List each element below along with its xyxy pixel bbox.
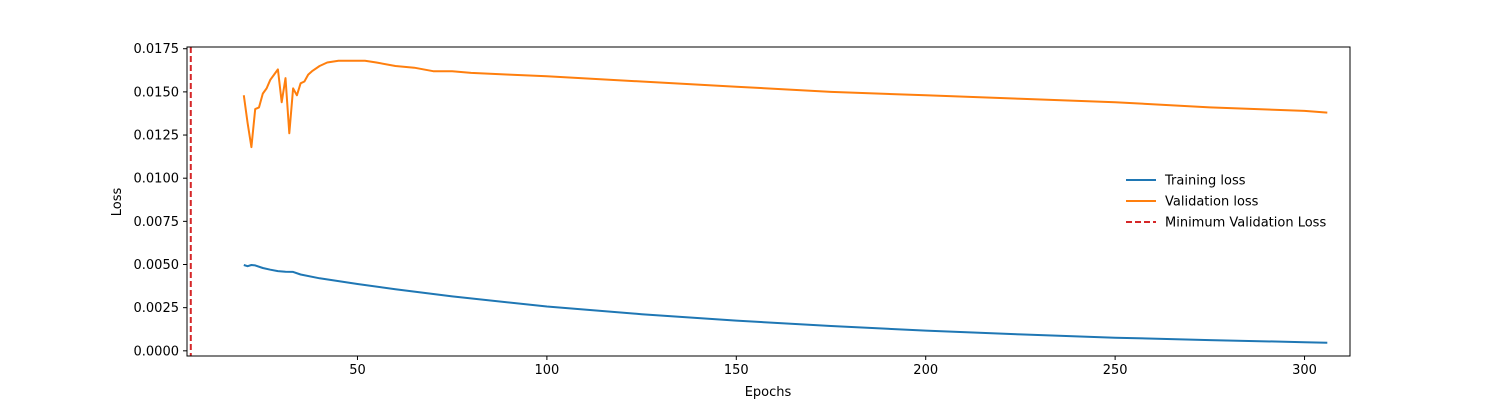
- validation-loss-line: [242, 59, 1328, 149]
- y-tick-label: 0.0050: [134, 258, 180, 273]
- x-tick-label: 200: [913, 363, 938, 378]
- y-tick-label: 0.0175: [134, 42, 180, 57]
- y-tick-label: 0.0150: [134, 85, 180, 100]
- y-tick-label: 0.0025: [134, 301, 180, 316]
- legend-label: Training loss: [1164, 174, 1246, 189]
- plot-area: [186, 46, 1351, 357]
- y-axis-ticks: 0.0000 0.0025 0.0050 0.0075 0.0100 0.0125 0.01…: [134, 42, 187, 359]
- x-axis-ticks: 50 100 150 200 250 300: [349, 356, 1317, 378]
- legend: Training loss Validation loss Minimum Vali…: [1126, 174, 1326, 231]
- training-loss-line: [243, 264, 1328, 344]
- x-tick-label: 300: [1292, 363, 1317, 378]
- legend-label: Minimum Validation Loss: [1165, 216, 1326, 231]
- x-tick-label: 150: [724, 363, 749, 378]
- y-tick-label: 0.0125: [134, 129, 180, 144]
- plot-frame: [186, 46, 1351, 357]
- x-tick-label: 50: [349, 363, 366, 378]
- x-axis-label: Epochs: [745, 385, 792, 400]
- y-axis-label: Loss: [110, 188, 125, 217]
- x-tick-label: 100: [534, 363, 559, 378]
- y-tick-label: 0.0000: [134, 344, 180, 359]
- x-tick-label: 250: [1103, 363, 1128, 378]
- y-tick-label: 0.0100: [134, 172, 180, 187]
- y-tick-label: 0.0075: [134, 215, 180, 230]
- legend-label: Validation loss: [1165, 195, 1259, 210]
